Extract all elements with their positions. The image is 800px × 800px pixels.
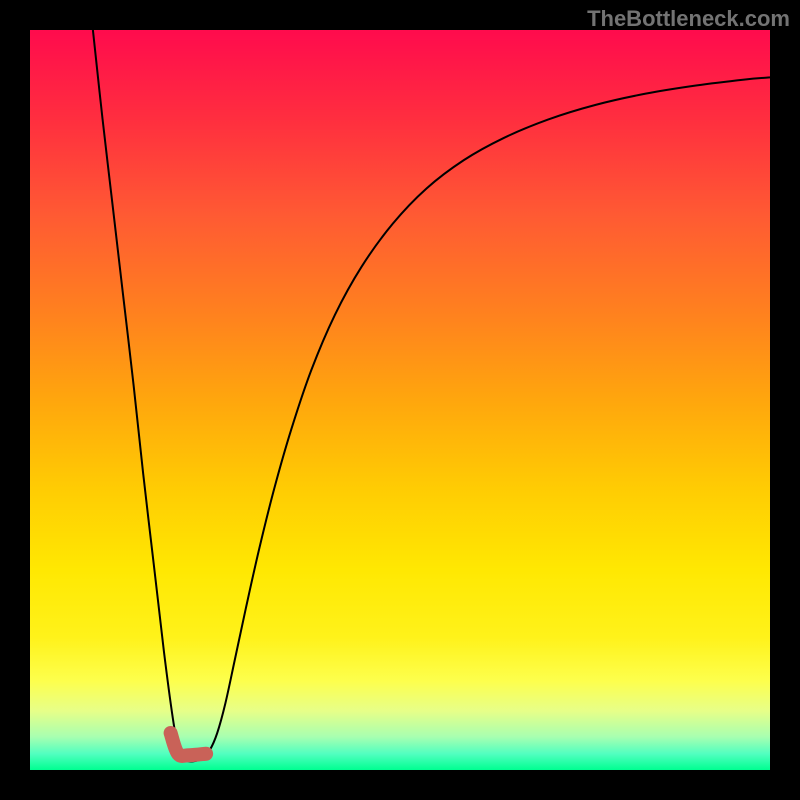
chart-container: TheBottleneck.com [0, 0, 800, 800]
bottleneck-chart [0, 0, 800, 800]
plot-gradient-background [30, 30, 770, 770]
watermark-text: TheBottleneck.com [587, 6, 790, 32]
